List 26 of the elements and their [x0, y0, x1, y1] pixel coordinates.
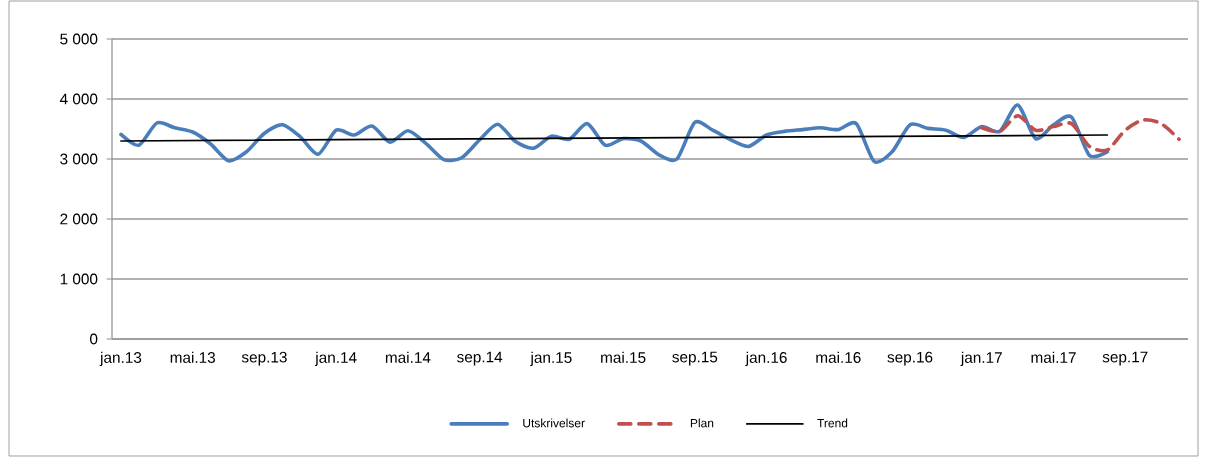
x-tick-label: jan.13: [99, 351, 142, 366]
y-tick-label: 0: [90, 333, 98, 345]
line-series: [119, 103, 1110, 164]
x-tick-label: mai.13: [170, 351, 216, 363]
x-tick-label: jan.17: [960, 351, 1002, 366]
y-tick-label: 2 000: [60, 213, 98, 225]
legend-label: Utskrivelser: [523, 418, 585, 428]
x-tick-label: sep.13: [241, 351, 287, 366]
x-tick-label: jan.16: [745, 351, 787, 366]
x-tick-label: mai.14: [385, 351, 431, 363]
x-tick-label: sep.16: [887, 351, 933, 366]
x-tick-label: jan.15: [530, 351, 572, 366]
x-tick-label: sep.15: [672, 351, 718, 366]
x-tick-label: sep.14: [457, 351, 503, 366]
y-tick-label: 4 000: [59, 93, 98, 105]
x-tick-label: mai.16: [816, 351, 861, 363]
legend-label: Plan: [690, 418, 714, 428]
y-tick-label: 3 000: [60, 153, 98, 165]
x-tick-label: sep.17: [1102, 351, 1148, 366]
line-series: [979, 114, 1181, 153]
x-tick-label: jan.14: [314, 351, 357, 366]
y-tick-label: 5 000: [60, 33, 98, 45]
legend-label: Trend: [817, 418, 848, 428]
y-tick-label: 1 000: [60, 273, 98, 285]
x-tick-label: mai.17: [1031, 351, 1076, 363]
x-tick-label: mai.15: [601, 351, 646, 363]
